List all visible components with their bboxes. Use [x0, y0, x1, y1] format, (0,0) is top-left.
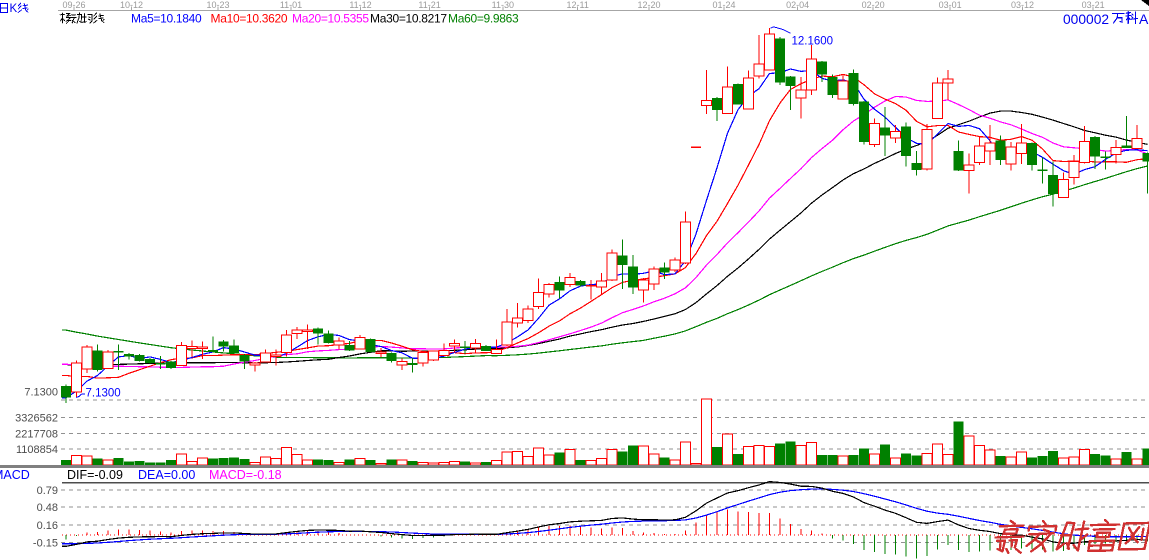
svg-text:DIF=-0.09: DIF=-0.09	[67, 468, 123, 482]
svg-text:12-11: 12-11	[567, 0, 589, 10]
svg-text:03-12: 03-12	[1011, 0, 1034, 10]
svg-text:02-20: 02-20	[862, 0, 885, 10]
svg-text:01-24: 01-24	[712, 0, 735, 10]
svg-text:11-12: 11-12	[349, 0, 371, 10]
svg-text:02-04: 02-04	[786, 0, 809, 10]
svg-text:Ma10=10.3620: Ma10=10.3620	[211, 12, 288, 26]
svg-text:11-21: 11-21	[418, 0, 440, 10]
svg-text:0.79: 0.79	[37, 485, 58, 497]
svg-text:03-21: 03-21	[1082, 0, 1105, 10]
svg-text:Ma5=10.1840: Ma5=10.1840	[131, 12, 202, 26]
svg-text:Ma30=10.8217: Ma30=10.8217	[370, 12, 447, 26]
svg-text:000002: 000002	[1063, 12, 1109, 27]
svg-text:Ma60=9.9863: Ma60=9.9863	[448, 12, 519, 26]
svg-text:0.16: 0.16	[37, 520, 58, 532]
svg-text:K: K	[10, 3, 18, 15]
svg-text:0.48: 0.48	[37, 502, 58, 514]
svg-text:3326562: 3326562	[15, 413, 58, 425]
svg-text:10-12: 10-12	[120, 0, 143, 10]
svg-text:Ma20=10.5355: Ma20=10.5355	[292, 12, 369, 26]
svg-text:MACD=-0.18: MACD=-0.18	[209, 468, 282, 482]
svg-text:2217708: 2217708	[15, 428, 58, 440]
svg-text:7.1300: 7.1300	[86, 388, 121, 400]
svg-text:A: A	[1139, 11, 1149, 27]
svg-text:1108854: 1108854	[16, 444, 58, 456]
svg-text:7.1300: 7.1300	[24, 387, 58, 399]
svg-text:MACD: MACD	[0, 468, 30, 482]
svg-text:12-20: 12-20	[637, 0, 660, 10]
svg-text:03-01: 03-01	[939, 0, 962, 10]
svg-text:11-30: 11-30	[492, 0, 514, 10]
svg-text:11-01: 11-01	[280, 0, 302, 10]
svg-text:10-23: 10-23	[206, 0, 229, 10]
svg-text:DEA=0.00: DEA=0.00	[138, 468, 195, 482]
svg-text:12.1600: 12.1600	[792, 35, 834, 47]
svg-text:-0.15: -0.15	[33, 538, 58, 550]
svg-text:09-26: 09-26	[62, 0, 85, 10]
